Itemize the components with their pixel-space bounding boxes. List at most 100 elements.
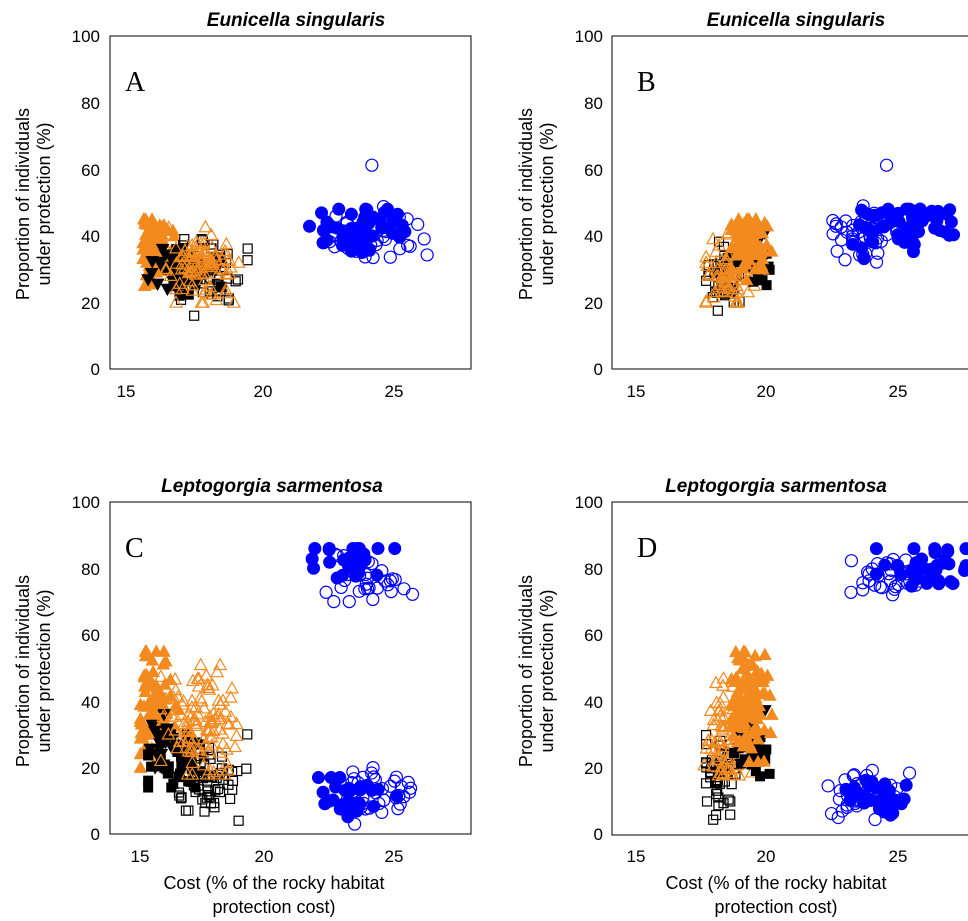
scatter-point-triangle-filled <box>737 257 751 270</box>
scatter-point-circle-filled <box>946 577 960 591</box>
scatter-point-circle-open <box>384 584 398 599</box>
scatter-point-triangle-open <box>728 295 743 308</box>
scatter-point-circle-open <box>360 571 375 585</box>
scatter-point-triangle-open <box>699 740 714 754</box>
scatter-point-circle-open <box>316 236 331 250</box>
scatter-point-triangle-open <box>229 716 244 730</box>
scatter-point-triangle-open <box>707 284 722 298</box>
scatter-point-triangle-open <box>706 289 721 303</box>
scatter-point-triangle-open <box>229 728 244 742</box>
scatter-point-triangle-open <box>711 268 726 282</box>
scatter-point-triangle-down-filled <box>145 719 160 733</box>
scatter-point-triangle-open <box>218 247 233 260</box>
scatter-point-square-open <box>242 255 253 266</box>
scatter-point-triangle-filled <box>156 657 171 670</box>
panel-letter: A <box>125 67 146 98</box>
scatter-point-triangle-open <box>220 716 235 729</box>
scatter-point-circle-filled <box>859 773 873 787</box>
scatter-point-triangle-filled <box>757 215 772 229</box>
y-tick-label: 40 <box>584 227 603 246</box>
scatter-point-circle-filled <box>855 203 869 217</box>
scatter-point-square-open <box>189 310 200 321</box>
scatter-point-square-open <box>700 778 712 789</box>
scatter-point-triangle-filled <box>138 684 153 697</box>
x-tick-label: 15 <box>627 382 646 401</box>
scatter-point-triangle-filled <box>739 669 754 682</box>
scatter-point-circle-open <box>319 585 333 599</box>
scatter-point-circle-open <box>328 547 342 561</box>
scatter-point-circle-open <box>393 242 407 256</box>
scatter-point-circle-open <box>346 765 360 779</box>
y-tick-label: 0 <box>91 825 100 844</box>
scatter-point-circle-open <box>348 792 362 806</box>
scatter-point-square-open <box>712 785 723 796</box>
scatter-point-square-open <box>233 815 244 826</box>
scatter-point-triangle-filled <box>724 268 739 281</box>
scatter-point-triangle-filled <box>736 739 751 752</box>
scatter-point-triangle-open <box>182 723 197 737</box>
scatter-point-triangle-filled <box>765 707 779 720</box>
scatter-point-circle-open <box>351 776 365 790</box>
scatter-marks <box>133 541 420 831</box>
x-tick-label: 15 <box>117 382 136 401</box>
scatter-point-triangle-filled <box>744 239 758 252</box>
scatter-point-circle-open <box>356 770 370 785</box>
scatter-point-circle-filled <box>891 558 905 572</box>
scatter-point-triangle-open <box>193 657 208 671</box>
x-tick-label: 20 <box>254 382 273 401</box>
scatter-point-triangle-open <box>206 723 221 736</box>
scatter-point-triangle-open <box>197 284 212 298</box>
scatter-point-circle-filled <box>883 808 897 822</box>
scatter-point-triangle-filled <box>158 677 172 690</box>
scatter-point-circle-open <box>829 217 844 231</box>
scatter-point-triangle-open <box>202 251 217 265</box>
scatter-point-triangle-open <box>199 722 215 735</box>
scatter-point-triangle-open <box>223 259 238 273</box>
scatter-point-circle-open <box>327 594 341 609</box>
scatter-point-circle-filled <box>353 783 367 797</box>
scatter-point-circle-open <box>365 158 379 172</box>
scatter-point-triangle-filled <box>734 692 749 705</box>
scatter-point-circle-open <box>353 568 367 582</box>
scatter-point-triangle-open <box>717 719 732 733</box>
scatter-point-triangle-open <box>204 737 219 751</box>
scatter-point-circle-open <box>362 581 376 595</box>
scatter-point-triangle-filled <box>753 239 768 253</box>
scatter-point-circle-filled <box>388 541 402 555</box>
scatter-point-circle-filled <box>307 561 321 575</box>
scatter-point-square-filled <box>162 768 173 779</box>
scatter-point-triangle-filled <box>735 661 750 675</box>
scatter-point-triangle-open <box>168 709 183 722</box>
scatter-point-circle-filled <box>865 234 879 248</box>
scatter-point-triangle-filled <box>738 716 752 729</box>
scatter-point-square-filled <box>761 280 772 291</box>
scatter-point-circle-open <box>387 774 402 788</box>
y-tick-label: 80 <box>81 560 100 579</box>
scatter-point-circle-open <box>830 244 844 258</box>
y-tick-label: 80 <box>584 560 603 579</box>
scatter-point-triangle-open <box>732 767 747 781</box>
scatter-point-triangle-filled <box>726 728 741 741</box>
y-tick-label: 60 <box>81 161 100 180</box>
x-axis-ticks: 15 20 25 <box>627 382 908 401</box>
scatter-point-triangle-open <box>168 671 183 685</box>
scatter-point-circle-open <box>887 582 902 596</box>
plot-area-frame <box>109 501 472 835</box>
scatter-point-circle-open <box>869 255 884 269</box>
scatter-point-circle-open <box>378 574 392 588</box>
y-axis-ticks: 0 20 40 60 80 100 <box>72 27 100 379</box>
y-axis-ticks: 0 20 40 60 80 100 <box>72 493 100 844</box>
panel-b: Eunicella singularis B 15 20 25 0 20 40 … <box>516 10 968 401</box>
scatter-point-circle-filled <box>316 785 330 799</box>
scatter-point-square-open <box>712 305 723 316</box>
scatter-point-circle-open <box>388 572 402 587</box>
x-tick-label: 25 <box>385 382 404 401</box>
scatter-point-triangle-open <box>193 690 208 704</box>
scatter-point-square-open <box>183 805 194 816</box>
x-tick-label: 25 <box>889 382 908 401</box>
scatter-point-triangle-open <box>210 266 225 280</box>
scatter-point-circle-open <box>383 574 398 588</box>
scatter-point-circle-open <box>367 770 381 784</box>
scatter-point-square-open <box>232 274 244 285</box>
